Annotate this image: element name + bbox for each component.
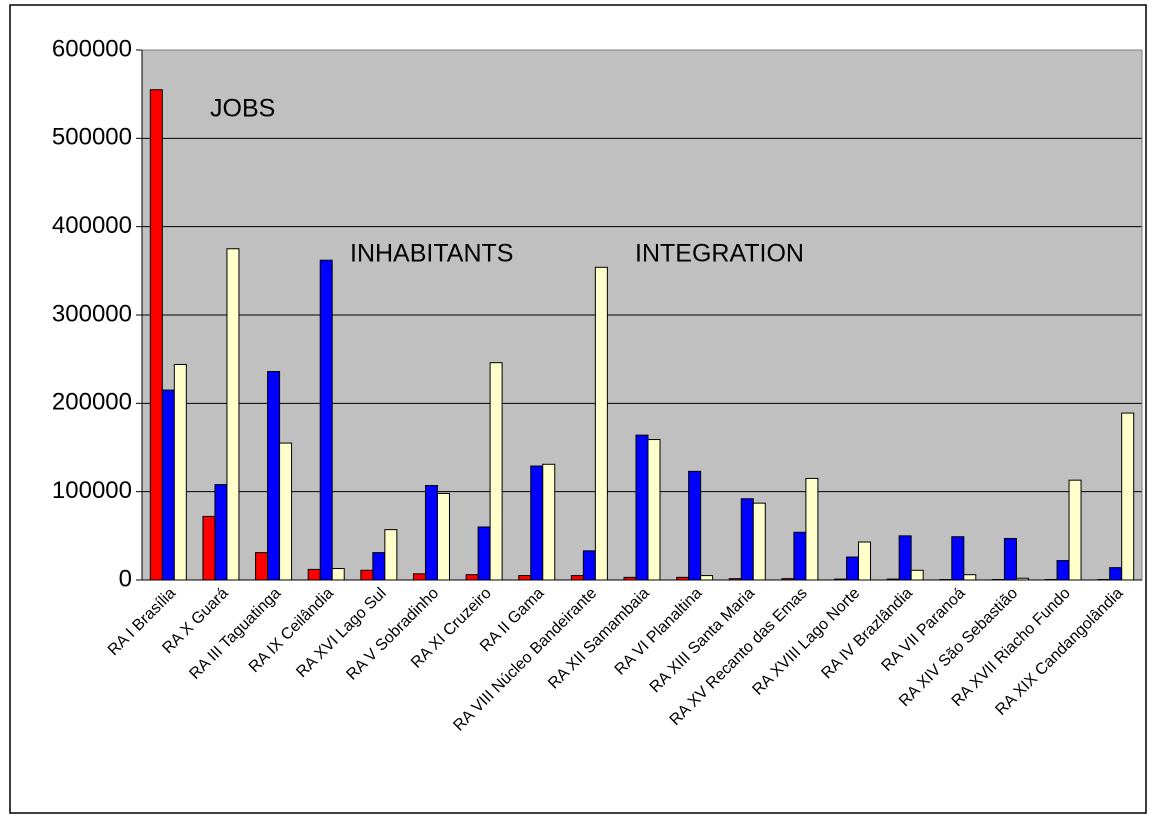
- y-tick-label: 300000: [52, 300, 132, 327]
- y-tick-label: 600000: [52, 35, 132, 62]
- bar: [542, 463, 556, 581]
- bar: [951, 536, 965, 581]
- bar: [1056, 560, 1070, 581]
- bar: [518, 575, 532, 581]
- bar: [582, 550, 596, 581]
- bar: [700, 575, 714, 581]
- y-tick-label: 500000: [52, 124, 132, 151]
- bar: [594, 266, 608, 581]
- y-tick-label: 200000: [52, 389, 132, 416]
- bar: [858, 541, 872, 581]
- bar: [530, 465, 544, 581]
- bar: [372, 552, 386, 581]
- bar: [477, 526, 491, 581]
- y-tick-label: 400000: [52, 212, 132, 239]
- bar: [898, 535, 912, 581]
- bar: [846, 556, 860, 581]
- bar: [635, 434, 649, 581]
- bar: [214, 484, 228, 581]
- bar: [279, 442, 293, 581]
- bar: [173, 363, 187, 581]
- bar: [360, 569, 374, 581]
- bar: [1003, 537, 1017, 581]
- bar: [647, 439, 661, 581]
- y-tick-label: 0: [119, 565, 132, 592]
- bar: [465, 574, 479, 581]
- bar: [570, 575, 584, 581]
- bar: [319, 259, 333, 581]
- bar: [1121, 412, 1135, 581]
- bar: [412, 573, 426, 581]
- series-label: INTEGRATION: [635, 240, 804, 268]
- series-label: INHABITANTS: [350, 240, 513, 268]
- bar: [1109, 567, 1123, 581]
- bar: [752, 502, 766, 581]
- bar: [226, 248, 240, 581]
- bar: [910, 569, 924, 581]
- bar: [740, 498, 754, 581]
- bar: [436, 492, 450, 581]
- bar: [793, 531, 807, 581]
- bar: [149, 89, 163, 581]
- bar: [384, 529, 398, 581]
- bar: [688, 470, 702, 581]
- bar: [805, 477, 819, 581]
- bar: [202, 515, 216, 581]
- bar: [161, 389, 175, 581]
- bar: [424, 484, 438, 581]
- bar: [267, 371, 281, 581]
- bar: [489, 362, 503, 581]
- bar: [331, 568, 345, 581]
- bar: [1068, 479, 1082, 581]
- y-tick-label: 100000: [52, 477, 132, 504]
- bar: [255, 552, 269, 581]
- bar: [963, 574, 977, 581]
- series-label: JOBS: [210, 95, 275, 123]
- bar: [307, 568, 321, 581]
